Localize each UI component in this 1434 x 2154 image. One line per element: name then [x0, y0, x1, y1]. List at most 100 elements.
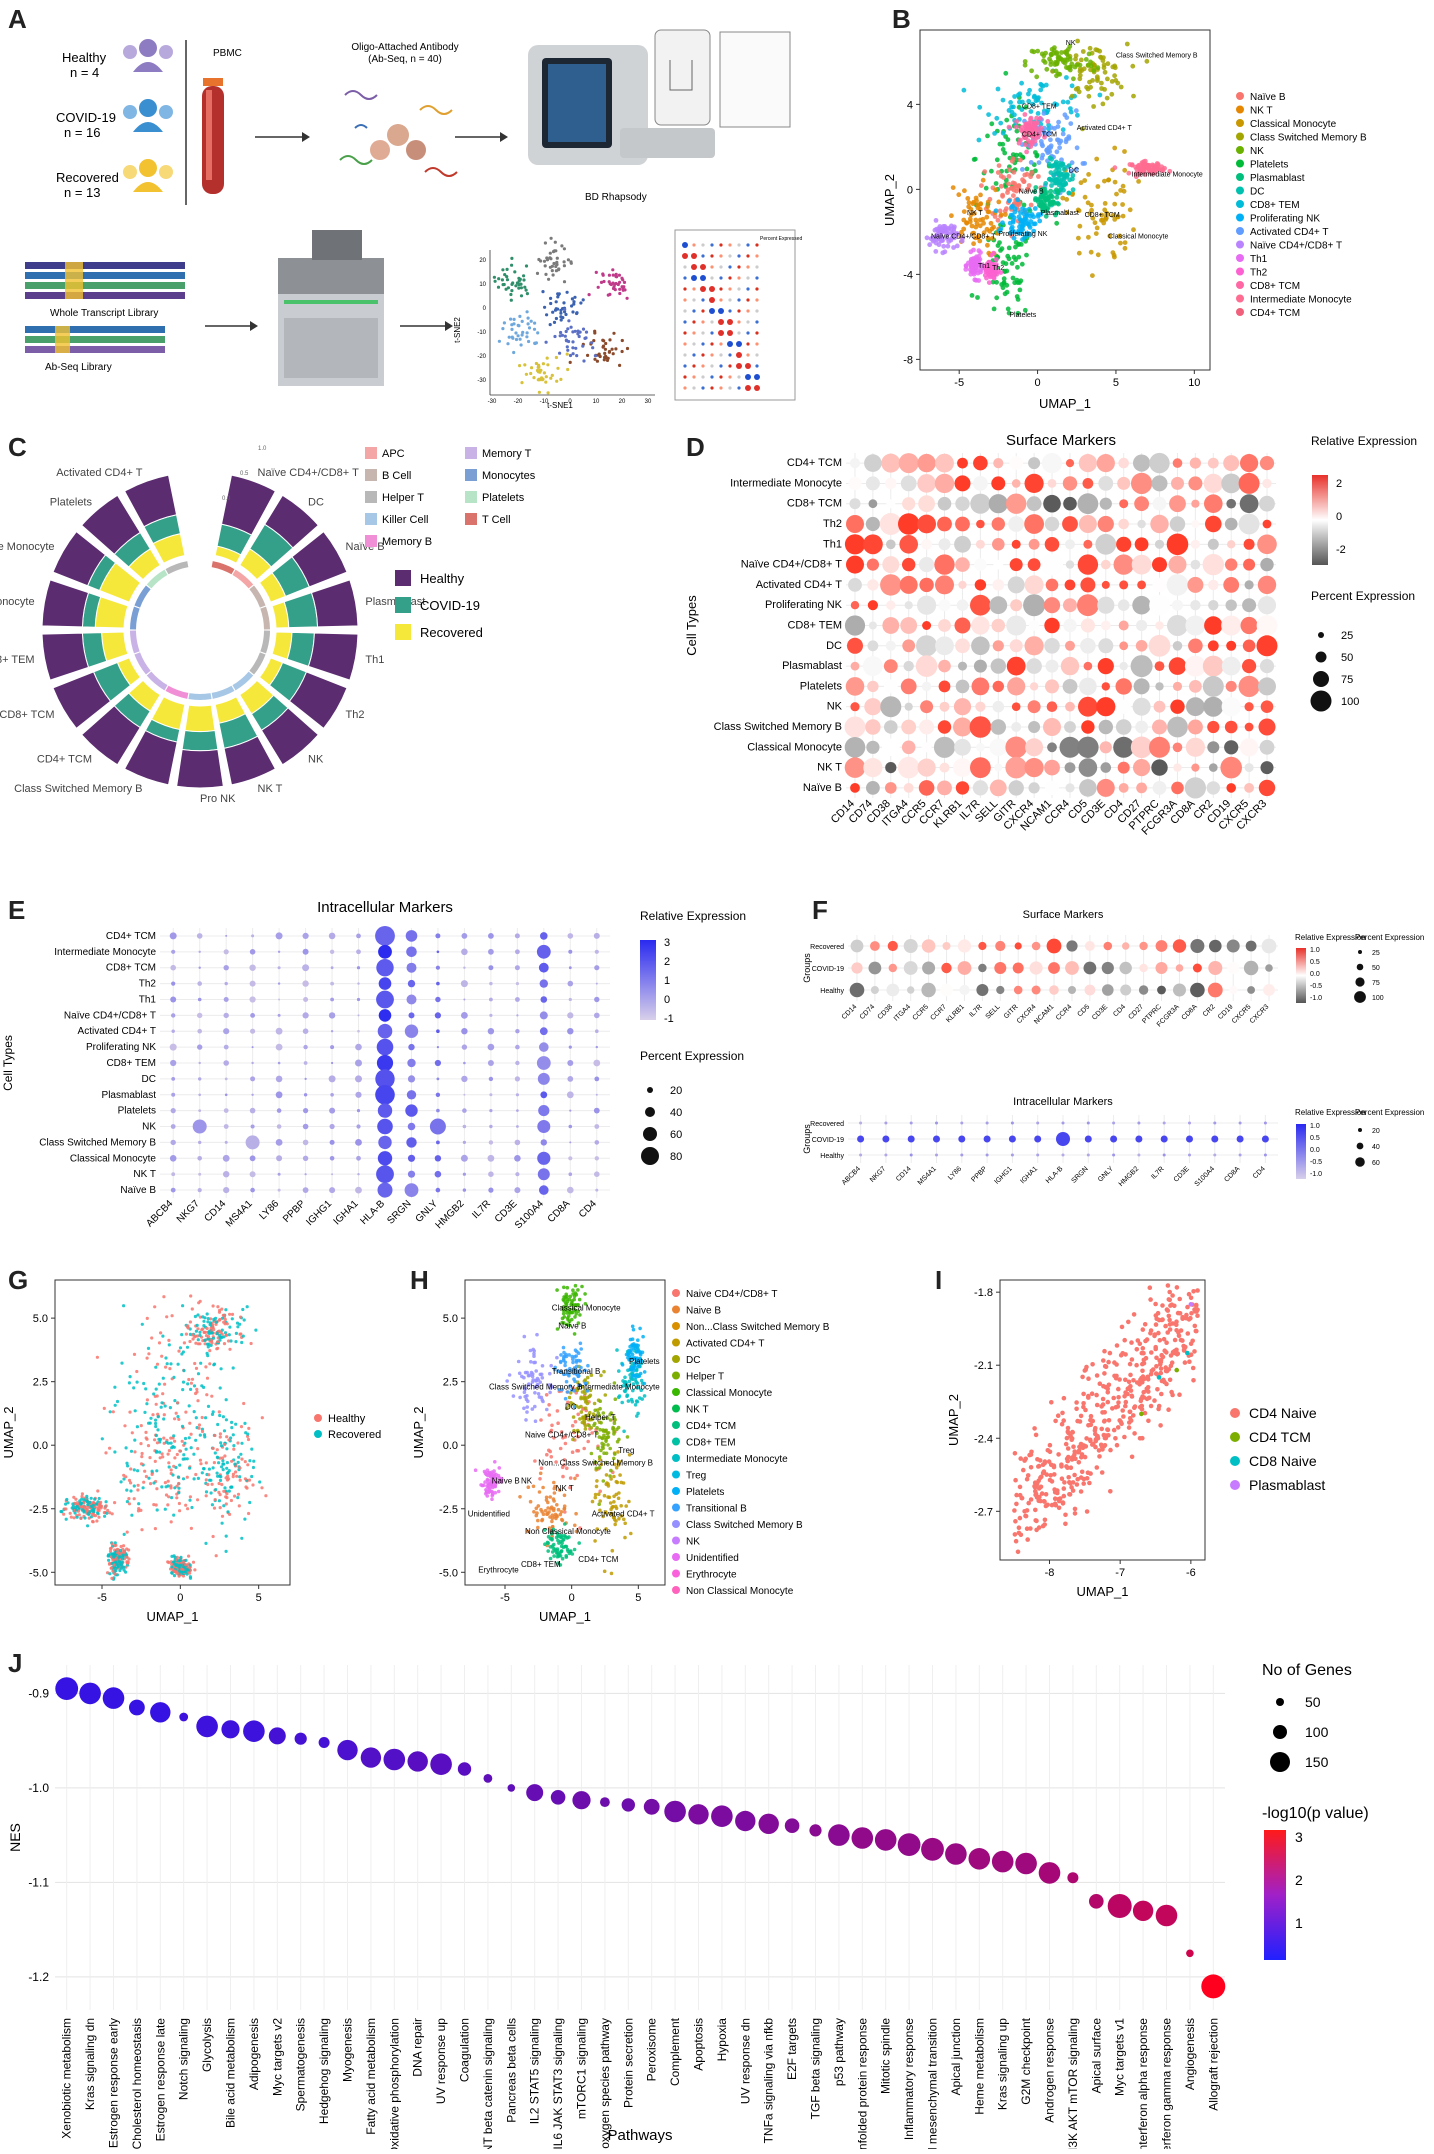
- umap-h-point: [546, 1541, 550, 1545]
- tsne-y-label: t-SNE2: [453, 317, 462, 343]
- umap-g-point: [189, 1320, 192, 1323]
- tsne-point: [532, 376, 535, 379]
- dotplot-e-dot: [357, 1030, 360, 1033]
- umap-b-point: [978, 193, 983, 198]
- tsne-point: [520, 381, 523, 384]
- mini-dot: [718, 330, 724, 336]
- dotplot-e-dot: [199, 967, 201, 969]
- dotplot-d-dot: [1078, 697, 1098, 717]
- umap-b-point: [1054, 62, 1059, 67]
- umap-b-point: [1131, 94, 1136, 99]
- dotplot-e-dot: [223, 1171, 229, 1177]
- umap-b-point: [1142, 164, 1147, 169]
- umap-b-point: [994, 116, 999, 121]
- dotplot-d-dot: [1149, 635, 1171, 657]
- dotplot-f-top-size-tick: 50: [1372, 965, 1380, 972]
- dotplot-f-top-dot: [869, 962, 882, 975]
- umap-h-point: [562, 1346, 566, 1350]
- dotplot-d-ylabel: Proliferating NK: [765, 599, 843, 611]
- dotplot-e-dot: [278, 1189, 281, 1192]
- mini-dot: [728, 309, 731, 312]
- umap-b-point: [1047, 149, 1052, 154]
- umap-h-point: [617, 1369, 621, 1373]
- umap-b-point: [964, 263, 969, 268]
- umap-b-point: [1030, 170, 1035, 175]
- dotplot-e-dot: [569, 1125, 573, 1129]
- umap-g-point: [113, 1450, 116, 1453]
- dotplot-d-dot: [1149, 595, 1170, 616]
- dotplot-e-dot: [515, 965, 520, 970]
- tsne-point: [574, 330, 577, 333]
- tsne-point: [494, 280, 497, 283]
- dotplot-d-dot: [866, 741, 879, 754]
- umap-b-point: [1126, 171, 1131, 176]
- dotplot-d-dot: [1134, 496, 1149, 511]
- circ-segment-label: Pro NK: [200, 793, 236, 805]
- dotplot-f-bottom-xlabel: IGHG1: [993, 1165, 1013, 1185]
- umap-g-point: [216, 1456, 219, 1459]
- tsne-point: [581, 345, 584, 348]
- dotplot-f-top-dot: [1049, 985, 1059, 995]
- umap-b-point: [993, 187, 998, 192]
- dotplot-d-dot: [1242, 598, 1256, 612]
- dotplot-d-dot: [1225, 558, 1237, 570]
- dotplot-e-dot: [246, 1135, 260, 1149]
- dotplot-d-ylabel: CD8+ TCM: [787, 498, 842, 510]
- umap-b-point: [1067, 66, 1072, 71]
- dotplot-d-dot: [992, 517, 1005, 530]
- umap-g-point: [207, 1473, 210, 1476]
- mini-dot: [755, 265, 758, 268]
- mini-dot: [683, 342, 686, 345]
- umap-g-point: [169, 1437, 172, 1440]
- umap-g-point: [222, 1415, 225, 1418]
- umap-g-point: [86, 1524, 89, 1527]
- dotplot-e-dot: [463, 1173, 466, 1176]
- group-healthy-label: Healthy: [62, 50, 107, 65]
- umap-b-point: [946, 244, 951, 249]
- dotplot-e-dot: [568, 933, 574, 939]
- tsne-point: [544, 241, 547, 244]
- umap-g-point: [228, 1333, 231, 1336]
- umap-b-point: [1076, 236, 1081, 241]
- umap-g-point: [170, 1563, 173, 1566]
- umap-g-point: [212, 1466, 215, 1469]
- dotplot-e-dot: [489, 1125, 492, 1128]
- umap-b-point: [989, 169, 994, 174]
- mini-dot: [728, 265, 731, 268]
- tsne-point: [608, 293, 611, 296]
- dotplot-f-bottom-size-tick: 60: [1372, 1160, 1380, 1167]
- umap-g-point: [179, 1346, 182, 1349]
- umap-b-point: [1088, 46, 1093, 51]
- dotplot-d-dot: [1258, 677, 1276, 695]
- umap-g-point: [73, 1516, 76, 1519]
- dotplot-d-dot: [1173, 458, 1183, 468]
- umap-b-point: [1096, 252, 1101, 257]
- dotplot-f-bottom-xlabel: NKG7: [869, 1165, 888, 1184]
- tsne-point: [513, 318, 516, 321]
- dotplot-d-dot: [1173, 743, 1183, 753]
- umap-g-point: [169, 1362, 172, 1365]
- dotplot-d-dot: [1185, 656, 1206, 677]
- umap-h-point: [564, 1442, 568, 1446]
- umap-g-point: [132, 1386, 135, 1389]
- dotplot-d-dot: [1222, 697, 1241, 716]
- dotplot-f-top-dot: [1120, 985, 1131, 996]
- dotplot-d-size-title: Percent Expression: [1311, 589, 1415, 603]
- dotplot-e-dot: [489, 1140, 493, 1144]
- umap-g-point: [220, 1465, 223, 1468]
- dotplot-e-dot: [170, 932, 177, 939]
- umap-b-legend-label: Th1: [1250, 254, 1268, 265]
- dotplot-e-dot: [329, 933, 336, 940]
- umap-b-point: [1112, 146, 1117, 151]
- umap-h-point: [566, 1550, 570, 1554]
- dotplot-d-title: Surface Markers: [1006, 432, 1116, 449]
- dotplot-e-dot: [170, 997, 176, 1003]
- umap-b-point: [1145, 59, 1150, 64]
- dotplot-e-dot: [329, 1075, 336, 1082]
- umap-b-point: [1103, 201, 1108, 206]
- dotplot-d-dot: [886, 499, 895, 508]
- dotplot-d-dot: [1079, 779, 1097, 797]
- dotplot-e-color-tick: 3: [664, 937, 670, 949]
- umap-g-point: [210, 1331, 213, 1334]
- umap-g-point: [104, 1451, 107, 1454]
